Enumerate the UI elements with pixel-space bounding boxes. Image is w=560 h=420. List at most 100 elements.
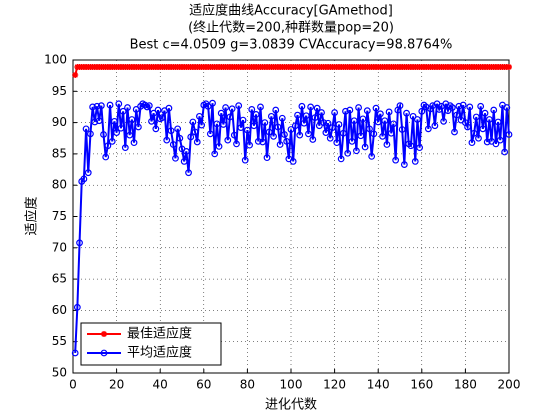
point: [84, 169, 92, 177]
y-tick-label: 75: [52, 209, 67, 223]
point: [501, 148, 509, 156]
point: [294, 111, 301, 119]
point: [291, 122, 299, 130]
point: [477, 102, 485, 110]
point: [281, 131, 288, 138]
point: [224, 136, 232, 144]
point: [191, 128, 199, 136]
point: [418, 107, 426, 115]
point: [337, 155, 345, 163]
point: [115, 100, 123, 108]
point: [348, 137, 356, 145]
point: [154, 106, 162, 114]
point: [353, 147, 360, 155]
legend-box: [80, 322, 222, 366]
point: [305, 130, 312, 138]
point: [222, 104, 230, 111]
point: [387, 129, 395, 137]
point: [130, 139, 138, 147]
point: [119, 107, 127, 115]
point: [204, 102, 212, 110]
point: [165, 104, 173, 112]
y-tick-label: 55: [52, 334, 67, 348]
point: [357, 132, 365, 140]
point: [189, 118, 197, 126]
point: [342, 107, 349, 115]
point: [259, 138, 267, 146]
point: [416, 144, 424, 152]
point: [385, 108, 393, 116]
point: [220, 121, 227, 128]
point: [485, 116, 493, 123]
point: [289, 158, 297, 165]
x-tick-label: 180: [454, 378, 477, 392]
point: [150, 109, 158, 117]
x-tick-label: 20: [109, 378, 124, 392]
chart-subtitle: (终止代数=200,种群数量pop=20): [188, 20, 394, 36]
point: [431, 122, 439, 130]
point: [111, 117, 118, 125]
point: [80, 175, 88, 183]
point: [287, 126, 295, 133]
point: [326, 134, 334, 142]
point: [307, 103, 315, 111]
point: [211, 150, 219, 158]
point: [117, 124, 125, 132]
point: [283, 137, 291, 145]
point: [318, 109, 325, 116]
point: [124, 104, 131, 111]
y-tick-label: 50: [52, 366, 67, 380]
y-tick-label: 85: [52, 146, 67, 160]
point: [158, 114, 166, 121]
point: [265, 128, 273, 136]
point: [233, 140, 240, 148]
point: [128, 116, 136, 123]
point: [169, 141, 177, 148]
point: [213, 120, 221, 128]
point: [91, 118, 99, 126]
point: [163, 136, 171, 144]
point: [252, 111, 260, 118]
point: [196, 112, 203, 120]
point: [344, 149, 352, 157]
point: [102, 153, 110, 161]
point: [398, 126, 406, 133]
point: [270, 132, 277, 140]
point: [237, 124, 245, 132]
y-axis-label: 适应度: [24, 196, 40, 235]
point: [108, 137, 116, 145]
point: [390, 120, 397, 128]
point: [346, 106, 354, 114]
point: [174, 125, 182, 133]
point: [383, 141, 391, 148]
point: [300, 119, 308, 127]
point: [505, 131, 513, 138]
x-tick-label: 140: [367, 378, 390, 392]
y-tick-label: 100: [44, 53, 67, 67]
point: [407, 142, 415, 150]
point: [506, 64, 512, 71]
point: [339, 129, 347, 137]
point: [503, 104, 511, 111]
point: [494, 118, 502, 126]
point: [261, 119, 269, 126]
plot-frame: [72, 59, 510, 374]
point: [71, 349, 79, 357]
point: [113, 129, 120, 137]
x-axis-label: 进化代数: [265, 398, 317, 413]
point: [466, 103, 474, 111]
point: [331, 109, 339, 116]
point: [185, 169, 192, 177]
chart-title: 适应度曲线Accuracy[GAmethod]: [189, 3, 393, 19]
point: [298, 102, 306, 110]
point: [267, 112, 275, 120]
point: [459, 101, 467, 109]
point: [424, 125, 432, 133]
point: [230, 131, 238, 139]
x-tick-label: 100: [280, 378, 303, 392]
point: [322, 129, 330, 137]
point: [263, 154, 271, 162]
legend-label: 最佳适应度: [127, 326, 192, 342]
